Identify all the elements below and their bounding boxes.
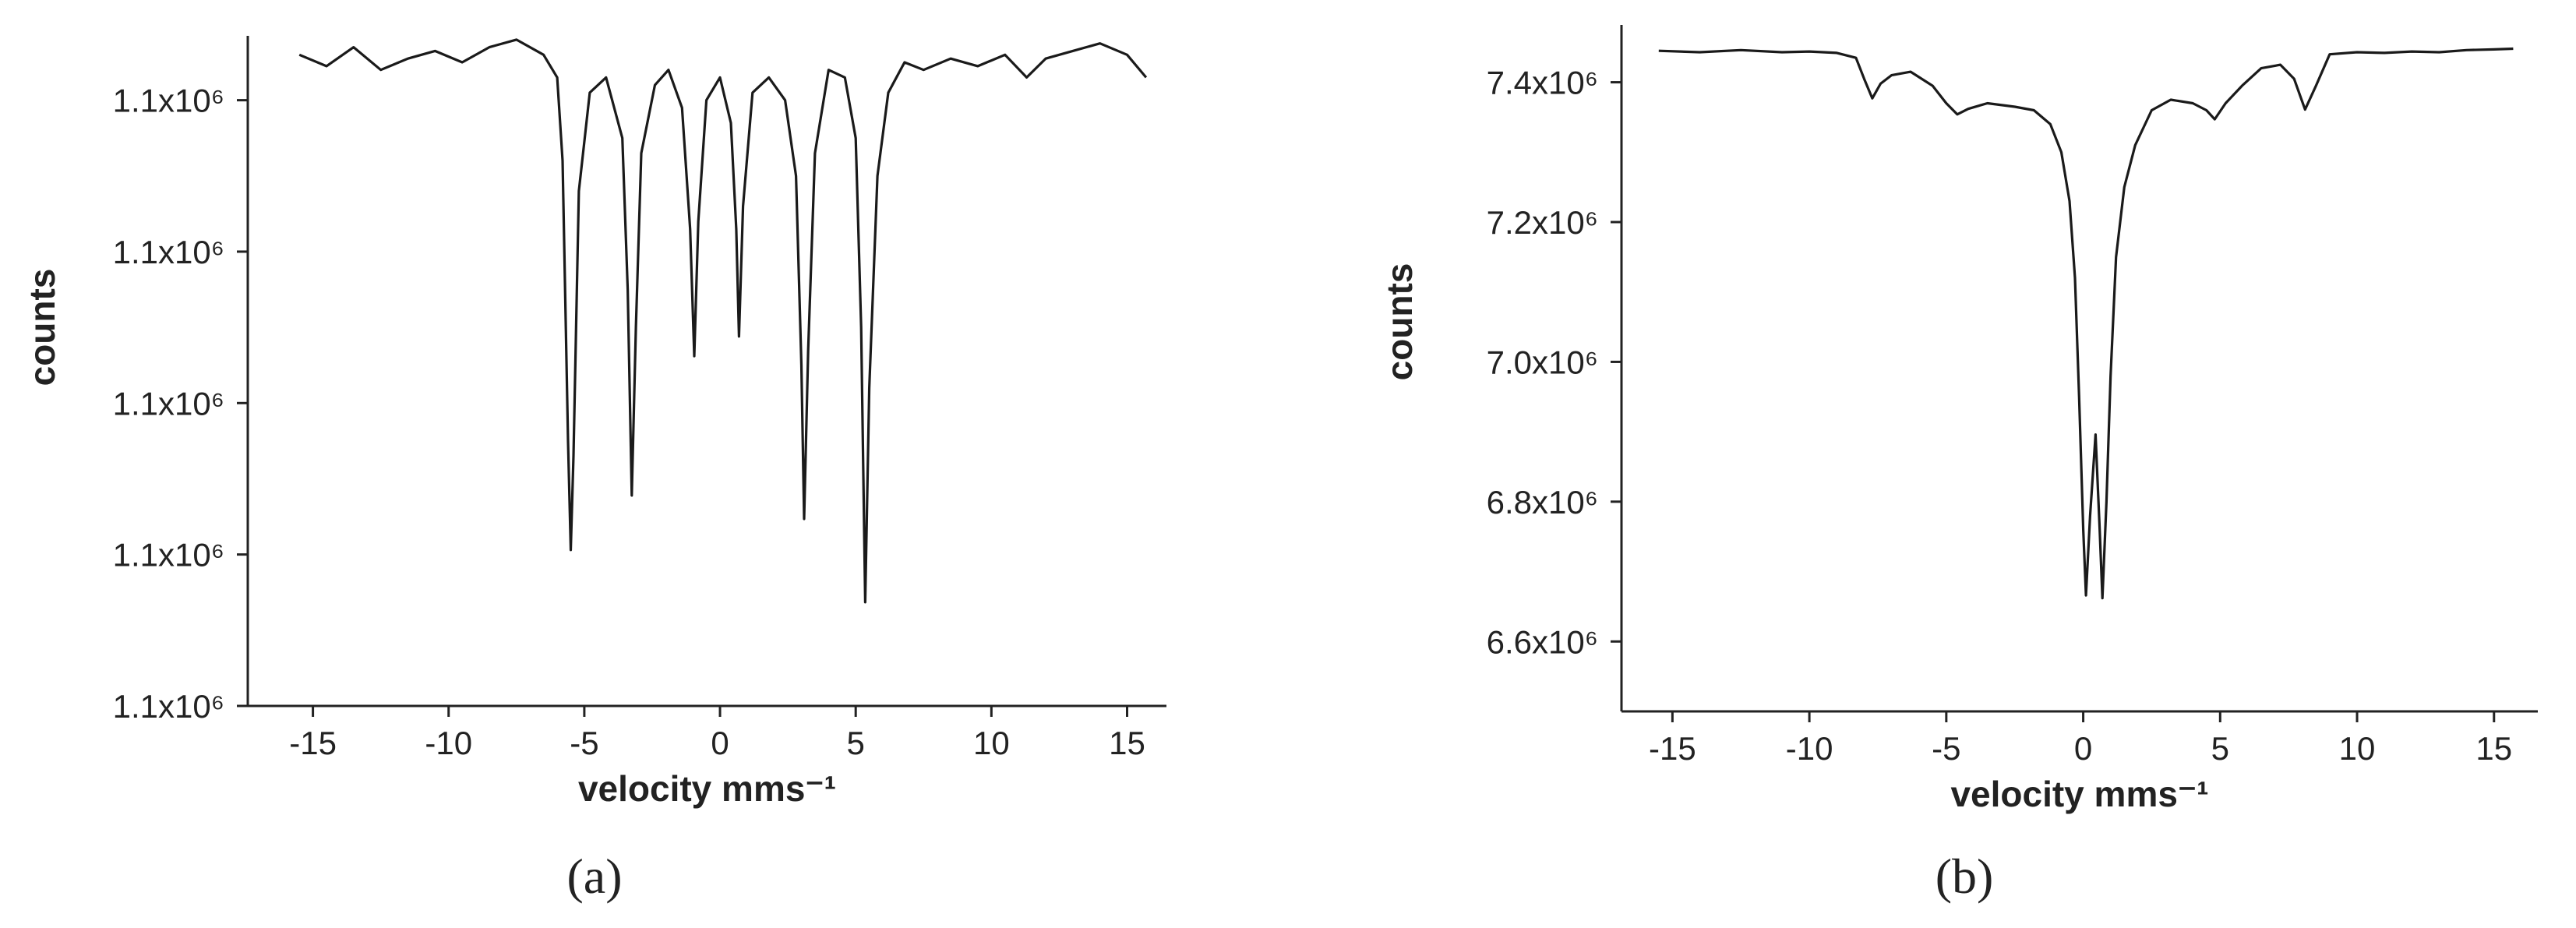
y-axis-label: counts: [1379, 263, 1420, 381]
x-axis-label: velocity mms⁻¹: [578, 768, 836, 809]
y-tick-label: 7.2x10⁶: [1487, 204, 1598, 241]
x-tick-label: 10: [973, 725, 1010, 761]
x-tick-label: -5: [570, 725, 598, 761]
y-tick-label: 6.6x10⁶: [1487, 623, 1598, 660]
x-tick-label: 5: [2211, 730, 2229, 767]
panel-caption: (b): [1936, 849, 1994, 904]
spectrum-line: [1658, 47, 2514, 600]
spectrum-line: [298, 38, 1148, 604]
y-tick-label: 1.1x10⁶: [113, 83, 224, 119]
y-tick-label: 7.4x10⁶: [1487, 65, 1598, 101]
y-tick-label: 1.1x10⁶: [113, 234, 224, 270]
y-axis-label: counts: [22, 269, 62, 386]
panel-caption: (a): [566, 849, 622, 904]
x-tick-label: -15: [289, 725, 337, 761]
x-tick-label: 10: [2339, 730, 2376, 767]
y-tick-label: 6.8x10⁶: [1487, 484, 1598, 520]
y-tick-label: 7.0x10⁶: [1487, 344, 1598, 380]
x-tick-label: -5: [1932, 730, 1960, 767]
x-tick-label: -10: [425, 725, 472, 761]
x-tick-label: 0: [2074, 730, 2092, 767]
x-tick-label: 15: [1109, 725, 1145, 761]
x-tick-label: 0: [711, 725, 729, 761]
x-tick-label: -15: [1649, 730, 1696, 767]
y-tick-label: 1.1x10⁶: [113, 688, 224, 725]
x-axis-label: velocity mms⁻¹: [1950, 774, 2208, 814]
y-tick-label: 1.1x10⁶: [113, 385, 224, 422]
x-tick-label: 5: [847, 725, 865, 761]
y-tick-label: 1.1x10⁶: [113, 537, 224, 573]
x-tick-label: 15: [2475, 730, 2512, 767]
x-tick-label: -10: [1786, 730, 1833, 767]
